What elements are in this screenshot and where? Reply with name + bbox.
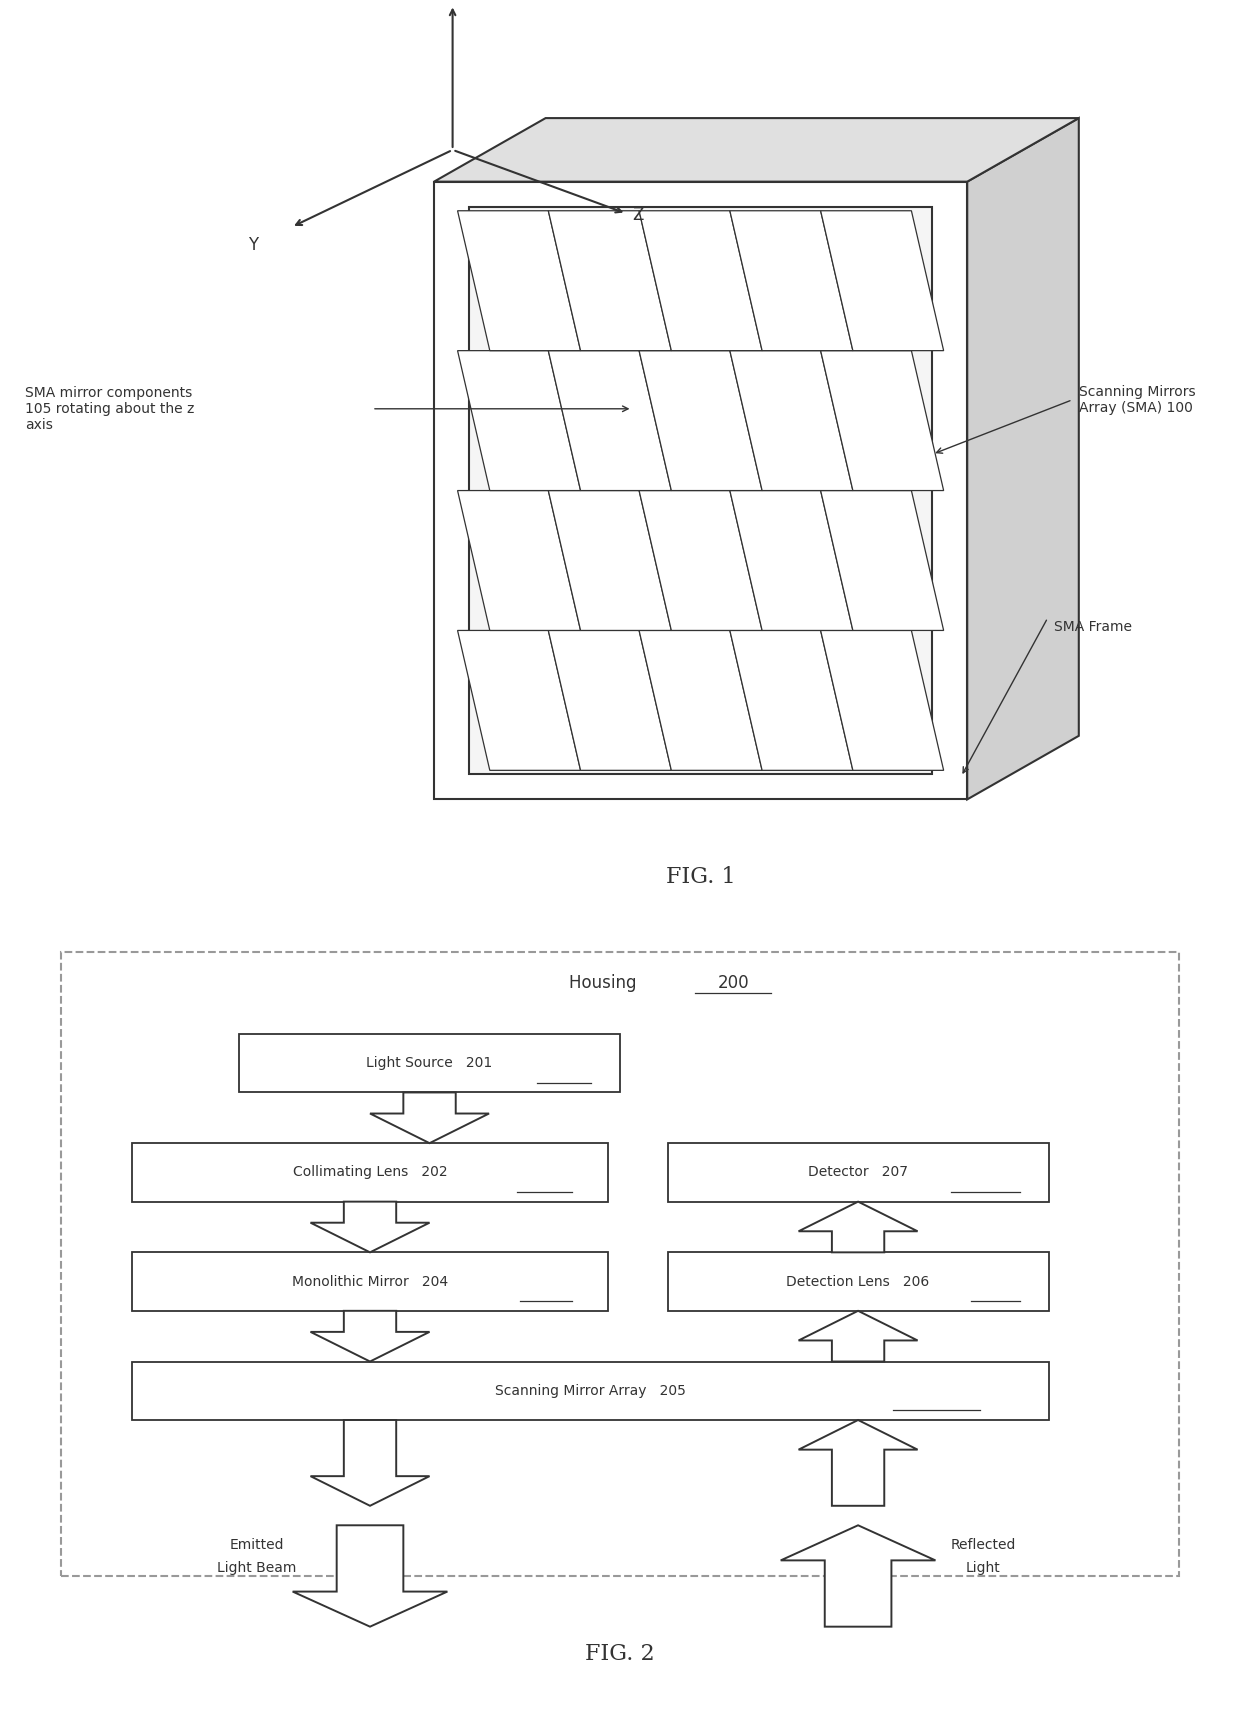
Text: Detection Lens   206: Detection Lens 206: [786, 1275, 930, 1289]
Text: Housing: Housing: [569, 974, 647, 992]
Text: Light Source   201: Light Source 201: [366, 1056, 492, 1070]
FancyBboxPatch shape: [131, 1361, 1049, 1419]
Polygon shape: [821, 631, 944, 770]
Polygon shape: [799, 1419, 918, 1507]
Text: Y: Y: [248, 237, 258, 254]
Polygon shape: [434, 118, 1079, 182]
FancyBboxPatch shape: [667, 1143, 1049, 1202]
Text: Monolithic Mirror   204: Monolithic Mirror 204: [291, 1275, 448, 1289]
Text: Scanning Mirrors
Array (SMA) 100: Scanning Mirrors Array (SMA) 100: [1079, 384, 1195, 415]
Polygon shape: [639, 490, 763, 631]
FancyBboxPatch shape: [667, 1253, 1049, 1311]
Polygon shape: [458, 490, 580, 631]
Polygon shape: [639, 351, 763, 490]
Text: X: X: [465, 0, 476, 5]
FancyBboxPatch shape: [131, 1143, 608, 1202]
Polygon shape: [730, 211, 853, 351]
Polygon shape: [458, 351, 580, 490]
Text: Scanning Mirror Array   205: Scanning Mirror Array 205: [495, 1383, 686, 1397]
Polygon shape: [293, 1525, 448, 1627]
Text: FIG. 1: FIG. 1: [666, 866, 735, 888]
FancyBboxPatch shape: [239, 1034, 620, 1092]
Polygon shape: [548, 211, 671, 351]
Polygon shape: [458, 631, 580, 770]
Polygon shape: [370, 1092, 489, 1143]
Text: 200: 200: [717, 974, 749, 992]
Text: Reflected: Reflected: [950, 1537, 1016, 1551]
Polygon shape: [469, 207, 932, 775]
Polygon shape: [548, 351, 671, 490]
Polygon shape: [799, 1311, 918, 1361]
Polygon shape: [730, 631, 853, 770]
FancyBboxPatch shape: [131, 1253, 608, 1311]
Text: Light Beam: Light Beam: [217, 1561, 296, 1575]
Polygon shape: [548, 631, 671, 770]
Polygon shape: [434, 182, 967, 799]
Polygon shape: [310, 1419, 429, 1507]
Text: Collimating Lens   202: Collimating Lens 202: [293, 1166, 448, 1179]
FancyBboxPatch shape: [61, 951, 1179, 1575]
Text: SMA mirror components
105 rotating about the z
axis: SMA mirror components 105 rotating about…: [25, 386, 195, 432]
Polygon shape: [310, 1311, 429, 1361]
Polygon shape: [821, 351, 944, 490]
Polygon shape: [639, 211, 763, 351]
Polygon shape: [310, 1202, 429, 1253]
Polygon shape: [730, 490, 853, 631]
Text: SMA Frame: SMA Frame: [1054, 620, 1132, 634]
Text: Light: Light: [966, 1561, 1001, 1575]
Polygon shape: [781, 1525, 935, 1627]
Polygon shape: [730, 351, 853, 490]
Polygon shape: [967, 118, 1079, 799]
Polygon shape: [548, 490, 671, 631]
Text: Emitted: Emitted: [229, 1537, 284, 1551]
Text: Detector   207: Detector 207: [808, 1166, 908, 1179]
Polygon shape: [799, 1202, 918, 1253]
Polygon shape: [821, 211, 944, 351]
Polygon shape: [458, 211, 580, 351]
Text: FIG. 2: FIG. 2: [585, 1644, 655, 1664]
Text: Z: Z: [632, 206, 644, 225]
Polygon shape: [821, 490, 944, 631]
Polygon shape: [639, 631, 763, 770]
